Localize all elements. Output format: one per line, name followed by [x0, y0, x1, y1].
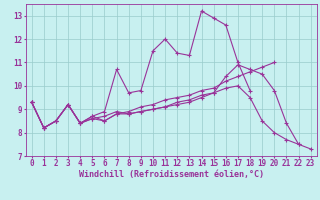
X-axis label: Windchill (Refroidissement éolien,°C): Windchill (Refroidissement éolien,°C) — [79, 170, 264, 179]
